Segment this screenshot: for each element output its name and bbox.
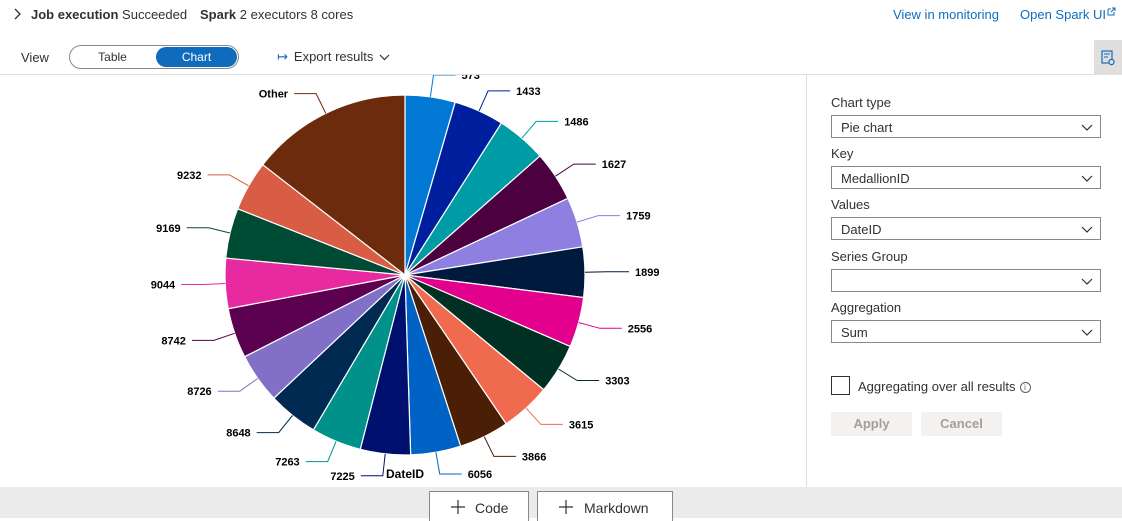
key-select[interactable]: MedallionID	[831, 166, 1101, 189]
plus-icon	[559, 500, 573, 514]
pie-leader-line	[208, 175, 249, 186]
pie-leader-line	[522, 121, 558, 138]
pie-leader-line	[479, 91, 510, 111]
pie-label-9169: 9169	[156, 223, 180, 235]
spark-label: Spark	[200, 7, 236, 22]
export-results-label: Export results	[294, 49, 373, 64]
chevron-down-icon	[1081, 121, 1093, 133]
chart-area: 573 1433 1486 1627 1759 1899 2556 3303 3615 3866 6…	[0, 75, 806, 487]
pie-leader-line	[218, 379, 258, 392]
chevron-right-icon[interactable]	[10, 7, 24, 21]
spark-info: Spark 2 executors 8 cores	[200, 7, 353, 22]
pie-label-1759: 1759	[626, 211, 650, 223]
plus-icon	[451, 500, 465, 514]
values-value: DateID	[841, 222, 881, 237]
view-toggle: Table Chart	[69, 45, 239, 69]
export-results-button[interactable]: ↦ Export results	[277, 49, 390, 65]
series-group-label: Series Group	[831, 249, 908, 264]
open-spark-ui-label: Open Spark UI	[1020, 7, 1106, 22]
pie-leader-line	[361, 454, 385, 476]
pie-leader-line	[187, 228, 230, 233]
chart-type-value: Pie chart	[841, 120, 892, 135]
job-status-bar: Job execution Succeeded Spark 2 executor…	[0, 0, 1122, 30]
chevron-down-icon	[1081, 326, 1093, 338]
pie-label-8726: 8726	[187, 386, 211, 398]
chevron-down-icon	[379, 53, 390, 61]
info-icon[interactable]: i	[1020, 382, 1031, 393]
pie-leader-line	[577, 216, 620, 223]
apply-button[interactable]: Apply	[831, 412, 912, 436]
pie-leader-line	[555, 164, 595, 176]
panel-divider	[806, 75, 807, 487]
pie-key-label: DateID	[386, 467, 424, 481]
add-markdown-cell-button[interactable]: Markdown	[537, 491, 673, 521]
job-execution-label: Job execution	[31, 7, 118, 22]
pie-leader-line	[436, 452, 462, 474]
pie-label-9044: 9044	[151, 280, 176, 292]
chart-type-label: Chart type	[831, 95, 891, 110]
pie-leader-line	[559, 369, 600, 381]
job-status-text: Succeeded	[122, 7, 187, 22]
values-label: Values	[831, 197, 870, 212]
add-markdown-label: Markdown	[584, 500, 649, 516]
aggregation-select[interactable]: Sum	[831, 320, 1101, 343]
external-link-icon	[1107, 7, 1116, 16]
pie-leader-line	[257, 416, 293, 433]
pie-label-1486: 1486	[564, 116, 588, 128]
pie-label-6056: 6056	[468, 469, 492, 481]
chevron-down-icon	[1081, 172, 1093, 184]
pie-leader-line	[579, 323, 622, 329]
pie-label-1433: 1433	[516, 86, 540, 98]
pie-label-other: Other	[259, 89, 289, 101]
pie-label-1627: 1627	[602, 159, 626, 171]
pie-leader-line	[181, 284, 225, 285]
aggregating-checkbox[interactable]	[831, 376, 850, 395]
key-label: Key	[831, 146, 853, 161]
chart-settings-button[interactable]	[1094, 40, 1122, 74]
pie-label-1899: 1899	[635, 267, 659, 279]
tab-chart[interactable]: Chart	[156, 47, 237, 67]
chevron-down-icon	[1081, 223, 1093, 235]
pie-leader-line	[192, 333, 235, 340]
pie-label-8648: 8648	[226, 428, 250, 440]
pie-chart: 573 1433 1486 1627 1759 1899 2556 3303 3615 3866 6…	[0, 75, 806, 487]
pie-label-3615: 3615	[569, 419, 593, 431]
pie-label-573: 573	[462, 75, 480, 82]
pie-label-8742: 8742	[161, 335, 185, 347]
pie-label-7263: 7263	[275, 457, 299, 469]
tab-table[interactable]: Table	[70, 46, 155, 68]
pie-leader-line	[294, 94, 326, 114]
job-execution-status: Job execution Succeeded	[31, 7, 187, 22]
chart-settings-panel: Chart type Pie chart Key MedallionID Val…	[831, 75, 1111, 487]
chart-settings-icon	[1094, 40, 1122, 74]
chevron-down-icon	[1081, 275, 1093, 287]
open-spark-ui-link[interactable]: Open Spark UI	[1020, 7, 1116, 22]
export-arrow-icon: ↦	[277, 49, 288, 64]
aggregation-label: Aggregation	[831, 300, 901, 315]
cancel-button[interactable]: Cancel	[921, 412, 1002, 436]
pie-label-7225: 7225	[330, 471, 354, 483]
view-in-monitoring-link[interactable]: View in monitoring	[893, 7, 999, 22]
view-toolbar: View Table Chart ↦ Export results	[0, 40, 1122, 74]
pie-label-9232: 9232	[177, 170, 201, 182]
aggregation-value: Sum	[841, 325, 868, 340]
key-value: MedallionID	[841, 171, 910, 186]
view-label: View	[21, 50, 49, 65]
pie-label-3303: 3303	[605, 376, 629, 388]
pie-leader-line	[526, 408, 563, 424]
pie-leader-line	[306, 441, 336, 461]
spark-executors-text: 2 executors 8 cores	[240, 7, 353, 22]
aggregating-label: Aggregating over all results i	[858, 379, 1031, 394]
pie-leader-line	[430, 75, 455, 97]
add-code-cell-button[interactable]: Code	[429, 491, 529, 521]
chart-type-select[interactable]: Pie chart	[831, 115, 1101, 138]
pie-label-2556: 2556	[628, 323, 652, 335]
pie-label-3866: 3866	[522, 451, 546, 463]
values-select[interactable]: DateID	[831, 217, 1101, 240]
aggregating-text: Aggregating over all results	[858, 379, 1016, 394]
series-group-select[interactable]	[831, 269, 1101, 292]
add-code-label: Code	[475, 500, 508, 516]
pie-leader-line	[484, 437, 516, 457]
